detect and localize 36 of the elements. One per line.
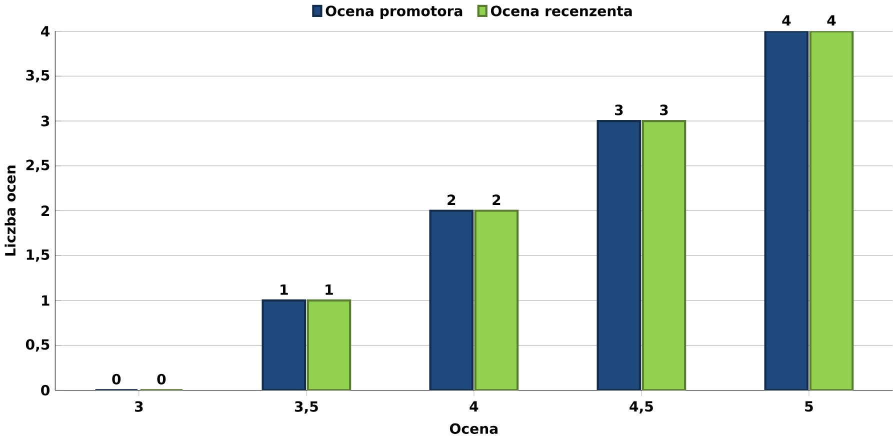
bar <box>596 120 642 390</box>
bar <box>642 120 686 390</box>
y-tick-label: 4 <box>41 26 50 37</box>
y-tick-label: 0 <box>41 385 50 396</box>
x-tick-label: 3 <box>134 401 143 412</box>
bar <box>262 300 306 390</box>
x-tick-label: 3,5 <box>294 401 318 414</box>
data-label: 2 <box>492 194 500 206</box>
data-label: 4 <box>827 15 836 26</box>
y-tick-label: 0,5 <box>26 339 50 352</box>
data-label: 3 <box>660 104 668 116</box>
data-label: 1 <box>326 284 333 295</box>
data-label: 3 <box>614 104 623 116</box>
data-label: 1 <box>280 284 288 295</box>
bar <box>306 300 352 390</box>
bar <box>474 210 519 390</box>
y-tick-label: 2,5 <box>26 160 50 172</box>
y-tick-label: 3 <box>41 116 50 127</box>
data-label: 4 <box>782 15 791 26</box>
data-label: 2 <box>448 194 456 206</box>
y-tick-label: 3,5 <box>26 70 50 83</box>
y-tick-label: 2 <box>42 206 49 216</box>
data-label: 0 <box>112 374 121 385</box>
bar <box>429 210 474 390</box>
legend-label: Ocena promotora <box>326 6 462 20</box>
y-axis-title: Liczba ocen <box>4 166 16 256</box>
x-tick-label: 4,5 <box>630 401 653 414</box>
y-tick-label: 1,5 <box>26 250 50 262</box>
x-tick-label: 4 <box>470 401 478 412</box>
bar <box>809 31 854 390</box>
legend-label: Ocena recenzenta <box>490 6 632 16</box>
data-label: 0 <box>157 374 166 385</box>
x-tick-label: 5 <box>805 401 813 412</box>
x-axis-title: Ocena <box>450 423 498 434</box>
bar <box>764 31 809 390</box>
y-tick-label: 1 <box>42 296 50 306</box>
